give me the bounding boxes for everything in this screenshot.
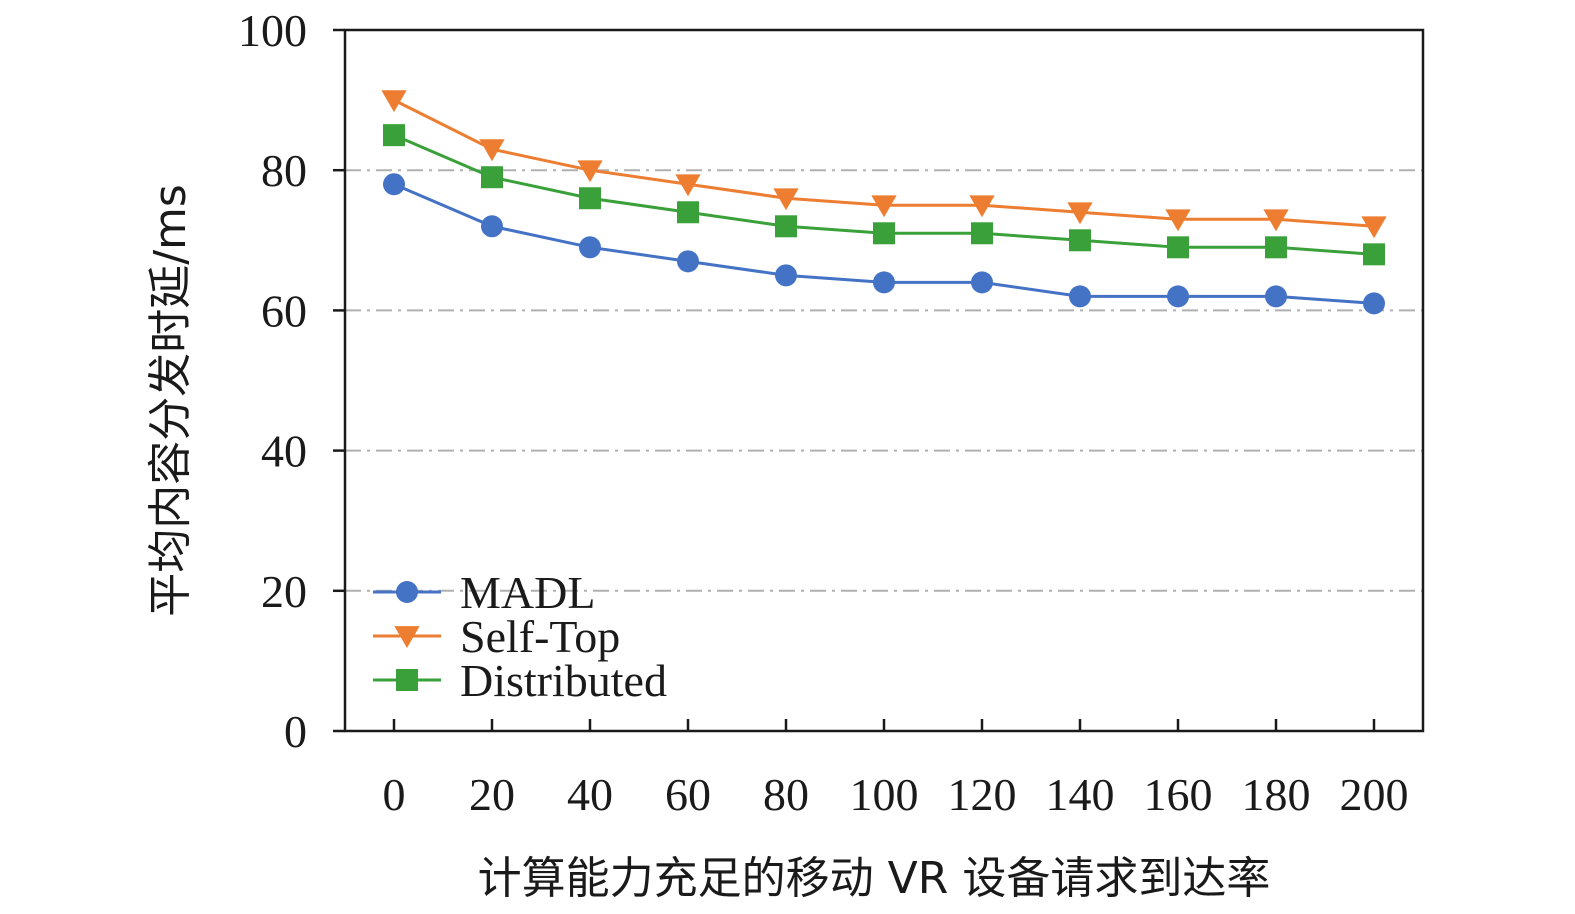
data-point-self-top [773, 188, 799, 211]
data-point-distributed [481, 166, 503, 189]
data-point-madl [1167, 285, 1189, 308]
legend-label-distributed: Distributed [460, 655, 667, 706]
data-point-madl [1069, 285, 1091, 308]
x-axis-label: 计算能力充足的移动 VR 设备请求到达率 [478, 853, 1271, 904]
data-point-madl [971, 271, 993, 294]
data-point-distributed [677, 201, 699, 224]
y-tick-label: 40 [261, 426, 307, 477]
legend-marker-self-top [394, 626, 420, 649]
data-point-madl [1265, 285, 1287, 308]
data-point-madl [1363, 292, 1385, 315]
grid-lines [345, 169, 1423, 592]
data-point-distributed [775, 215, 797, 238]
data-point-distributed [1167, 236, 1189, 259]
y-tick-label: 20 [261, 566, 307, 617]
y-tick-label: 0 [284, 706, 307, 757]
legend-label-madl: MADL [460, 567, 595, 618]
data-point-distributed [873, 222, 895, 245]
data-point-self-top [1361, 216, 1387, 239]
data-point-self-top [577, 160, 603, 183]
data-point-self-top [381, 90, 407, 113]
x-tick-label: 80 [763, 769, 809, 820]
x-tick-label: 140 [1046, 769, 1115, 820]
x-tick-label: 20 [469, 769, 515, 820]
y-tick-label: 80 [261, 145, 307, 196]
x-tick-label: 60 [665, 769, 711, 820]
axis-ticks: 0 20 40 60 80 100 0 20 40 60 80 100 120 140 160 180 200 [238, 5, 1409, 820]
x-tick-label: 200 [1340, 769, 1409, 820]
data-point-self-top [969, 195, 995, 218]
data-point-madl [775, 264, 797, 287]
y-tick-label: 100 [238, 5, 307, 56]
data-point-distributed [383, 124, 405, 147]
y-tick-label: 60 [261, 285, 307, 336]
x-tick-label: 120 [948, 769, 1017, 820]
data-point-madl [481, 215, 503, 238]
data-point-distributed [579, 187, 601, 210]
data-point-self-top [479, 139, 505, 162]
x-tick-label: 0 [383, 769, 406, 820]
data-point-self-top [871, 195, 897, 218]
data-point-self-top [675, 174, 701, 197]
data-point-distributed [1363, 243, 1385, 266]
y-axis-label: 平均内容分发时延/ms [145, 184, 196, 617]
data-point-self-top [1067, 202, 1093, 225]
data-point-madl [383, 173, 405, 196]
x-tick-label: 40 [567, 769, 613, 820]
legend-marker-distributed [396, 669, 418, 691]
data-point-madl [677, 250, 699, 273]
data-point-self-top [1263, 209, 1289, 232]
data-point-madl [579, 236, 601, 259]
series-markers [381, 90, 1387, 315]
legend-label-self-top: Self-Top [460, 611, 620, 662]
data-point-self-top [1165, 209, 1191, 232]
x-tick-label: 180 [1242, 769, 1311, 820]
data-point-distributed [1265, 236, 1287, 259]
x-tick-label: 160 [1144, 769, 1213, 820]
legend-marker-madl [396, 581, 418, 603]
data-point-distributed [1069, 229, 1091, 252]
data-point-madl [873, 271, 895, 294]
x-tick-label: 100 [850, 769, 919, 820]
data-point-distributed [971, 222, 993, 245]
